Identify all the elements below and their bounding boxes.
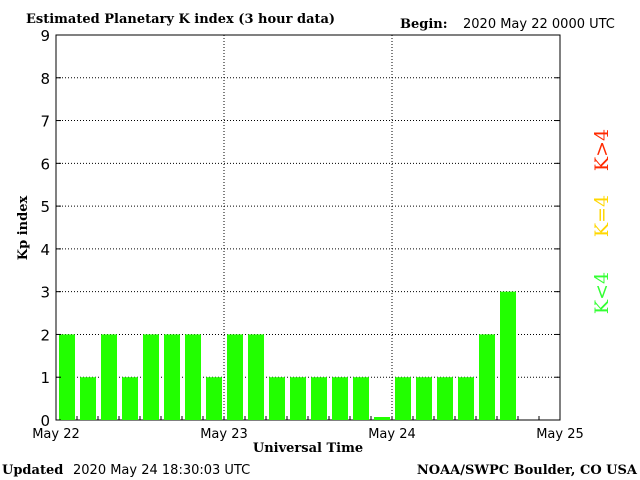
x-tick-label: May 22 (32, 427, 80, 442)
y-axis-label: Kp index (16, 196, 31, 261)
source-credit: NOAA/SWPC Boulder, CO USA (417, 463, 638, 478)
kp-bar (101, 334, 117, 420)
kp-bar (248, 334, 264, 420)
kp-bar (416, 377, 432, 420)
kp-bar (311, 377, 327, 420)
kp-bar (290, 377, 306, 420)
y-tick-label: 2 (40, 326, 50, 344)
updated-value: 2020 May 24 18:30:03 UTC (73, 463, 250, 478)
kp-bar (479, 334, 495, 420)
y-tick-label: 0 (40, 412, 50, 430)
begin-value: 2020 May 22 0000 UTC (463, 17, 615, 32)
grid (56, 35, 560, 420)
kp-bar (458, 377, 474, 420)
y-tick-label: 4 (40, 241, 50, 259)
x-ticks: May 22 May 23 May 24 May 25 (32, 416, 584, 442)
chart-title: Estimated Planetary K index (3 hour data… (26, 12, 335, 27)
x-tick-label: May 24 (368, 427, 416, 442)
legend-k-equal-4: K=4 (591, 195, 613, 237)
kp-bar (206, 377, 222, 420)
y-tick-label: 5 (40, 198, 50, 216)
x-tick-label: May 25 (536, 427, 584, 442)
y-ticks: 0 1 2 3 4 5 6 7 8 9 (40, 27, 560, 430)
kp-bar (185, 334, 201, 420)
begin-label: Begin: (400, 17, 448, 32)
kp-bar (353, 377, 369, 420)
y-tick-label: 1 (40, 369, 50, 387)
kp-bar (395, 377, 411, 420)
y-tick-label: 6 (40, 155, 50, 173)
y-tick-label: 3 (40, 284, 50, 302)
legend-k-less-4: K<4 (591, 272, 613, 314)
y-tick-label: 8 (40, 70, 50, 88)
kp-bar (164, 334, 180, 420)
kp-bar (269, 377, 285, 420)
kp-bar (122, 377, 138, 420)
x-axis-label: Universal Time (253, 441, 363, 456)
kp-bar (143, 334, 159, 420)
y-tick-label: 7 (40, 113, 50, 131)
kp-bar (437, 377, 453, 420)
updated-label: Updated (2, 463, 63, 478)
kp-bar (374, 417, 390, 420)
legend-k-greater-4: K>4 (591, 129, 613, 171)
kp-bar (332, 377, 348, 420)
x-tick-label: May 23 (200, 427, 248, 442)
kp-bar (80, 377, 96, 420)
y-tick-label: 9 (40, 27, 50, 45)
kp-bar (500, 291, 516, 420)
bars (59, 291, 516, 420)
kp-bar (227, 334, 243, 420)
kp-bar (59, 334, 75, 420)
